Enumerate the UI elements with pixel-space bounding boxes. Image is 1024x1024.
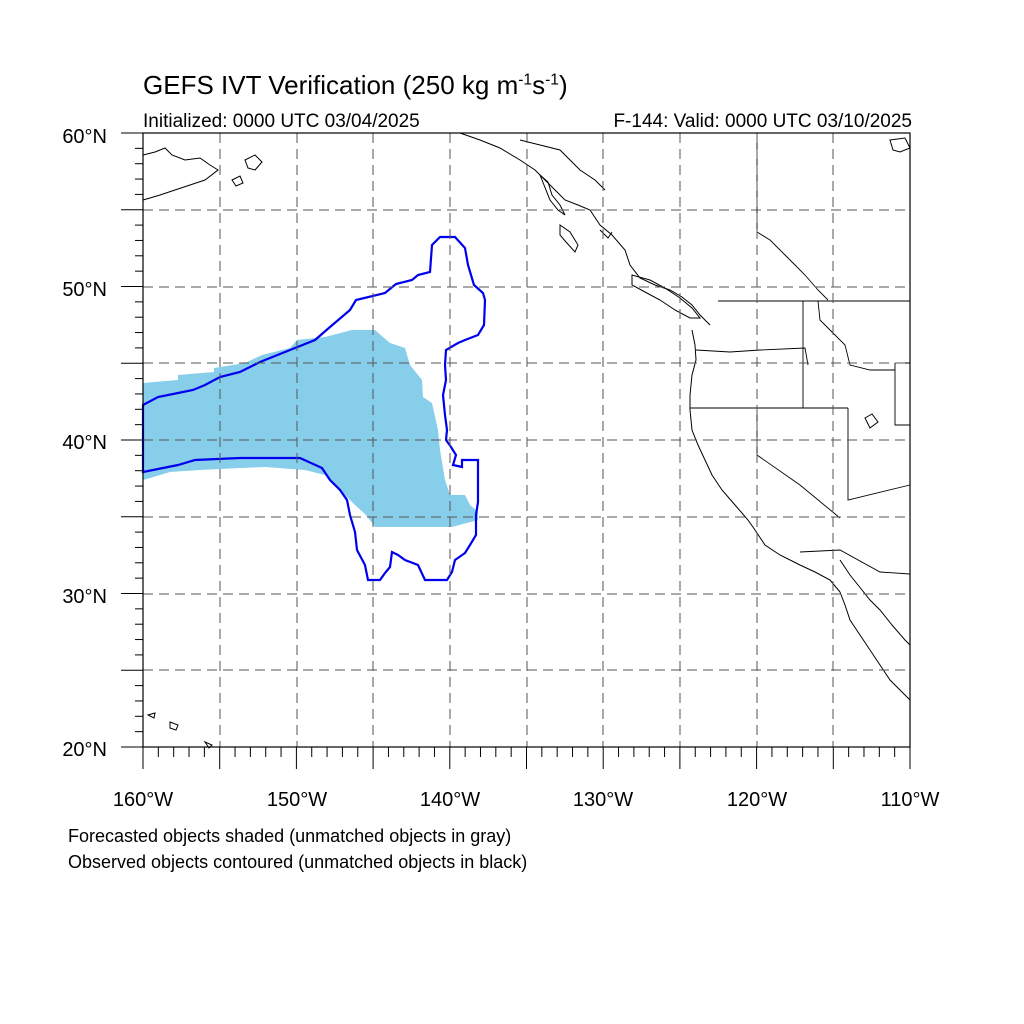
footer-forecast-note: Forecasted objects shaded (unmatched obj… bbox=[68, 826, 512, 846]
lat-labels: 60°N 50°N 40°N 30°N 20°N bbox=[62, 126, 107, 761]
lon-labels: 160°W 150°W 140°W 130°W 120°W 110°W bbox=[113, 789, 940, 811]
lon-label-160w: 160°W bbox=[113, 789, 173, 811]
observed-object-contour bbox=[141, 235, 487, 582]
lat-label-40: 40°N bbox=[62, 432, 107, 454]
chart-title: GEFS IVT Verification (250 kg m-1s-1) bbox=[143, 70, 568, 100]
footer-observed-note: Observed objects contoured (unmatched ob… bbox=[68, 852, 528, 872]
political-borders bbox=[690, 133, 911, 575]
lon-label-130w: 130°W bbox=[573, 789, 633, 811]
lat-label-60: 60°N bbox=[62, 126, 107, 148]
lat-label-30: 30°N bbox=[62, 586, 107, 608]
lon-label-110w: 110°W bbox=[881, 789, 940, 811]
lon-label-140w: 140°W bbox=[420, 789, 480, 811]
lon-label-120w: 120°W bbox=[727, 789, 787, 811]
lat-label-50: 50°N bbox=[62, 279, 107, 301]
coastlines bbox=[142, 132, 911, 749]
lon-label-150w: 150°W bbox=[267, 789, 327, 811]
axis-ticks bbox=[121, 132, 911, 769]
forecast-object bbox=[143, 330, 478, 527]
valid-label: F-144: Valid: 0000 UTC 03/10/2025 bbox=[613, 111, 912, 132]
graticule bbox=[143, 133, 910, 747]
lat-label-20: 20°N bbox=[62, 739, 107, 761]
initialized-label: Initialized: 0000 UTC 03/04/2025 bbox=[143, 111, 420, 132]
